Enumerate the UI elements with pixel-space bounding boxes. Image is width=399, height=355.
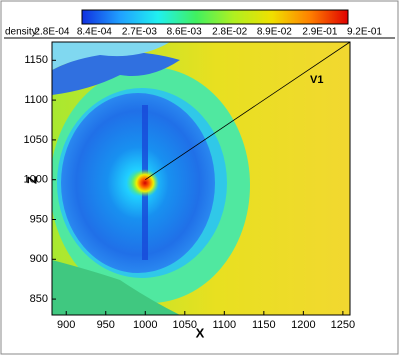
y-axis-label: Z	[24, 176, 39, 184]
x-tick-label: 1000	[133, 319, 157, 331]
y-tick-label: 1050	[24, 134, 48, 146]
x-tick-label: 1150	[252, 319, 276, 331]
y-tick-label: 900	[30, 253, 48, 265]
x-tick-label: 950	[97, 319, 115, 331]
colorbar-tick-label: 9.2E-01	[347, 27, 382, 38]
annotation-label: V1	[310, 74, 323, 86]
y-tick-label: 1000	[24, 174, 48, 186]
annotation-line	[145, 41, 351, 181]
y-tick-label: 1150	[24, 54, 48, 66]
x-tick-label: 900	[57, 319, 75, 331]
colorbar	[81, 9, 349, 25]
colorbar-tick-label: 8.4E-04	[77, 27, 112, 38]
colorbar-tick-label: 2.8E-04	[34, 27, 69, 38]
x-tick-label: 1100	[212, 319, 236, 331]
x-axis-label: X	[196, 325, 205, 340]
x-tick-label: 1250	[331, 319, 355, 331]
colorbar-tick-label: 8.6E-03	[167, 27, 202, 38]
colorbar-label: density:	[5, 27, 39, 38]
colorbar-tick-label: 2.9E-01	[302, 27, 337, 38]
y-tick-label: 950	[30, 213, 48, 225]
plot-frame	[51, 41, 351, 316]
field	[52, 42, 350, 315]
x-tick-label: 1200	[291, 319, 315, 331]
colorbar-tick-label: 8.9E-02	[257, 27, 292, 38]
colorbar-tick-label: 2.7E-03	[122, 27, 157, 38]
x-tick-label: 1050	[173, 319, 197, 331]
y-tick-label: 1100	[24, 94, 48, 106]
colorbar-tick-label: 2.8E-02	[212, 27, 247, 38]
y-tick-label: 850	[30, 293, 48, 305]
